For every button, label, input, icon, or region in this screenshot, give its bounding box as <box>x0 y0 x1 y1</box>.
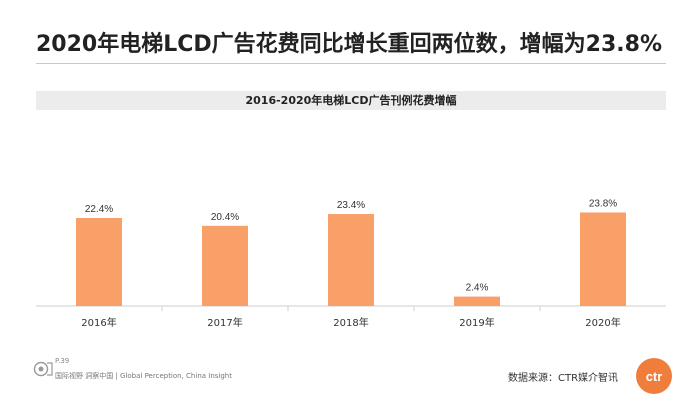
certification-logo <box>33 359 53 379</box>
x-tick-label: 2018年 <box>333 316 368 329</box>
ctr-logo-text: ctr <box>646 369 663 384</box>
x-tick-label: 2017年 <box>207 316 242 329</box>
data-label: 2.4% <box>466 283 489 294</box>
headline-divider <box>36 63 666 64</box>
x-tick-label: 2019年 <box>459 316 494 329</box>
bar-2018年 <box>328 214 374 306</box>
page-headline: 2020年电梯LCD广告花费同比增长重回两位数，增幅为23.8% <box>36 32 662 57</box>
bar-2019年 <box>454 296 500 306</box>
page-number: P.39 <box>55 357 70 365</box>
data-label: 23.8% <box>589 198 617 209</box>
ctr-logo: ctr <box>634 356 674 396</box>
footer-tagline: 国际视野 洞察中国 | Global Perception, China Ins… <box>55 372 232 380</box>
data-label: 23.4% <box>337 200 365 211</box>
bar-2020年 <box>580 212 626 306</box>
x-tick-label: 2020年 <box>585 316 620 329</box>
x-tick-label: 2016年 <box>81 316 116 329</box>
bar-2017年 <box>202 225 248 306</box>
data-label: 20.4% <box>211 212 239 223</box>
data-source: 数据来源：CTR媒介智讯 <box>508 373 619 384</box>
data-label: 22.4% <box>85 204 113 215</box>
chart-title: 2016-2020年电梯LCD广告刊例花费增幅 <box>36 91 666 110</box>
bar-2016年 <box>76 217 122 306</box>
